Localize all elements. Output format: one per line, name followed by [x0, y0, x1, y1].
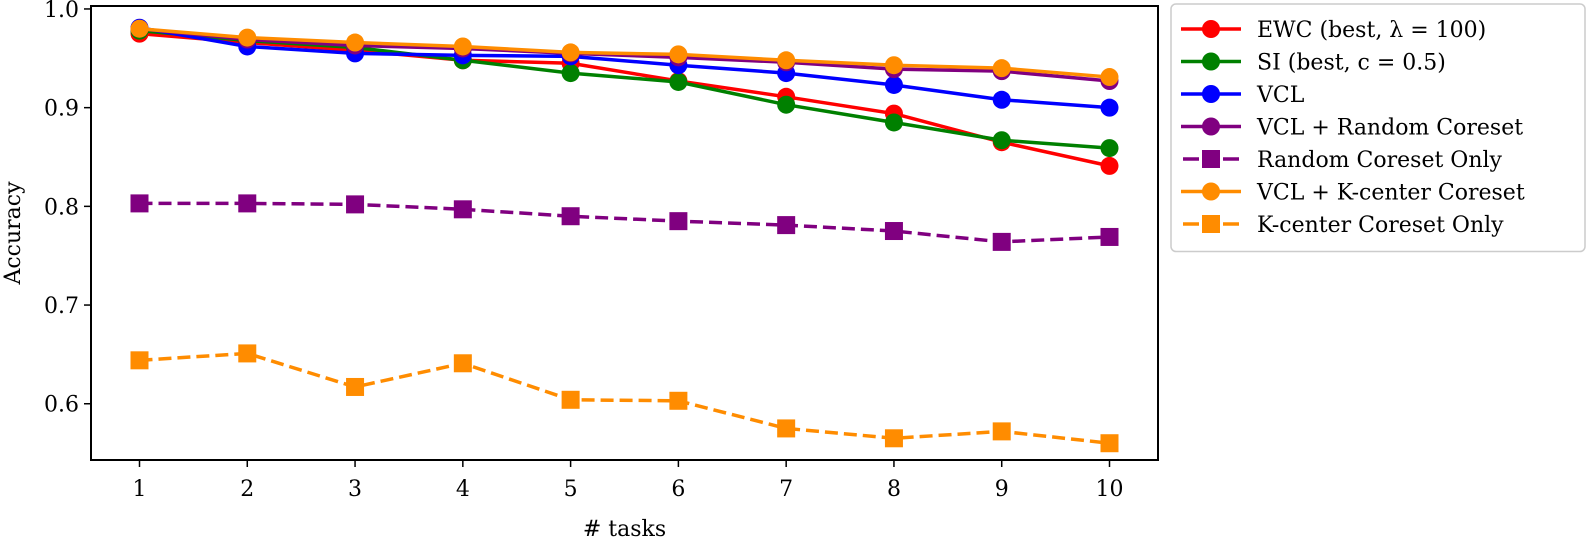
data-point [992, 131, 1011, 150]
data-point [777, 95, 796, 114]
x-tick-label: 6 [671, 477, 685, 502]
legend-item: VCL + K-center Coreset [1181, 181, 1525, 206]
legend-marker [1202, 20, 1220, 38]
x-tick-label: 10 [1096, 477, 1124, 502]
data-point [346, 195, 365, 214]
data-point [884, 56, 903, 75]
data-point [238, 28, 257, 47]
legend-label: VCL + Random Coreset [1256, 116, 1523, 141]
data-point [1100, 98, 1119, 117]
series-line [139, 26, 1110, 79]
data-point [561, 390, 580, 409]
data-point [346, 377, 365, 396]
legend-item: Random Coreset Only [1183, 148, 1503, 173]
plot-area-frame [90, 5, 1159, 461]
data-point [1100, 139, 1119, 158]
data-point [130, 19, 149, 38]
legend-marker [1202, 150, 1220, 168]
x-axis-label: # tasks [583, 517, 666, 542]
data-point [992, 232, 1011, 251]
legend-item: K-center Coreset Only [1183, 213, 1504, 238]
data-point [561, 207, 580, 226]
data-point [884, 429, 903, 448]
data-point [992, 59, 1011, 78]
legend-box [1170, 3, 1586, 253]
legend-label: VCL + K-center Coreset [1256, 181, 1525, 206]
data-point [1100, 156, 1119, 175]
data-point [992, 422, 1011, 441]
x-tick-label: 2 [240, 477, 254, 502]
y-tick-label: 0.8 [44, 195, 79, 220]
data-point [238, 194, 257, 213]
legend-label: Random Coreset Only [1257, 148, 1503, 173]
data-point [130, 194, 149, 213]
data-point [992, 90, 1011, 109]
x-tick-label: 3 [348, 477, 362, 502]
legend: EWC (best, λ = 100) SI (best, c = 0.5) VCL… [1170, 3, 1586, 253]
legend-item: VCL + Random Coreset [1181, 116, 1523, 141]
data-point [669, 391, 688, 410]
data-point [884, 75, 903, 94]
legend-label: EWC (best, λ = 100) [1257, 18, 1486, 43]
data-point [238, 344, 257, 363]
data-point [669, 72, 688, 91]
x-axis: 1 2 3 4 5 6 7 8 9 10 [133, 460, 1124, 502]
legend-marker [1202, 117, 1220, 136]
series-line [139, 201, 1110, 244]
y-tick-label: 0.6 [44, 393, 79, 418]
series-line [139, 351, 1110, 445]
data-point [777, 51, 796, 70]
legend-item: VCL [1181, 83, 1305, 108]
y-tick-label: 0.7 [44, 294, 79, 319]
x-tick-label: 9 [995, 477, 1009, 502]
data-point [884, 222, 903, 241]
legend-marker [1202, 215, 1220, 233]
data-point [669, 45, 688, 64]
legend-label: SI (best, c = 0.5) [1257, 51, 1446, 76]
x-tick-label: 7 [779, 477, 793, 502]
y-tick-label: 0.9 [44, 97, 79, 122]
data-point [453, 354, 472, 373]
x-tick-label: 8 [887, 477, 901, 502]
data-point [130, 351, 149, 370]
data-point [669, 212, 688, 231]
legend-item: EWC (best, λ = 100) [1181, 18, 1486, 43]
y-axis-label: Accuracy [1, 181, 26, 286]
series-4 [130, 194, 1119, 251]
data-point [884, 113, 903, 132]
legend-label: K-center Coreset Only [1257, 213, 1504, 238]
legend-item: SI (best, c = 0.5) [1181, 51, 1446, 76]
legend-marker [1202, 182, 1220, 201]
data-point [777, 419, 796, 438]
data-point [561, 43, 580, 62]
series-6 [130, 344, 1119, 453]
data-point [1100, 68, 1119, 87]
x-tick-label: 1 [133, 477, 147, 502]
y-axis: 0.6 0.7 0.8 0.9 1.0 [44, 0, 91, 418]
y-tick-label: 1.0 [44, 0, 79, 23]
data-point [453, 37, 472, 56]
data-point [453, 200, 472, 219]
legend-label: VCL [1256, 83, 1305, 108]
series-line [139, 31, 1110, 168]
data-point [561, 64, 580, 83]
data-point [1100, 434, 1119, 453]
data-point [1100, 227, 1119, 246]
legend-marker [1202, 52, 1220, 71]
series-line [139, 25, 1110, 110]
series-line [139, 26, 1110, 83]
series-5 [130, 19, 1119, 87]
data-point [346, 33, 365, 52]
legend-marker [1202, 85, 1220, 103]
plot-series-group [130, 18, 1119, 453]
data-point [777, 216, 796, 235]
x-tick-label: 4 [456, 477, 470, 502]
x-tick-label: 5 [564, 477, 578, 502]
